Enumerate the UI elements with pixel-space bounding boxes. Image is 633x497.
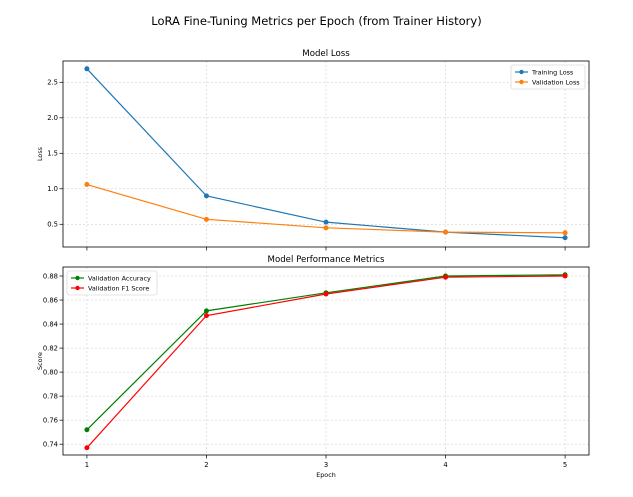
legend-marker	[75, 275, 80, 281]
x-axis-label: Epoch	[316, 471, 336, 479]
data-point	[203, 308, 209, 314]
y-tick-label: 2.5	[47, 79, 58, 87]
data-point	[203, 193, 209, 199]
chart-panel-2: 0.74 0.76 0.78 0.80 0.82 0.84 0.86 0.88 1 2 3 4 5 Mod…	[36, 255, 590, 479]
legend: Validation Accuracy Validation F1 Score	[66, 270, 158, 296]
chart-panel-1: 0.5 1.0 1.5 2.0 2.5 Model Loss Loss Training Lo…	[36, 49, 590, 251]
chart-panels: 0.5 1.0 1.5 2.0 2.5 Model Loss Loss Training Lo…	[36, 49, 590, 479]
legend-label: Validation F1 Score	[88, 284, 149, 292]
x-tick-label: 3	[324, 461, 328, 469]
legend-marker	[519, 69, 524, 75]
chart-title: Model Loss	[302, 49, 350, 59]
series-2	[84, 182, 568, 236]
data-point	[562, 235, 568, 241]
data-point	[84, 445, 90, 451]
data-point	[443, 229, 449, 235]
legend-label: Validation Accuracy	[88, 274, 151, 282]
series-2	[84, 273, 568, 451]
y-tick-label: 2.0	[47, 114, 58, 122]
y-tick-label: 1.5	[47, 150, 58, 158]
legend-frame	[66, 270, 158, 296]
legend-marker	[75, 285, 80, 291]
y-tick-label: 0.86	[43, 296, 58, 304]
legend: Training Loss Validation Loss	[510, 64, 586, 90]
data-point	[562, 273, 568, 279]
y-tick-label: 0.76	[43, 417, 58, 425]
y-tick-label: 0.5	[47, 221, 58, 229]
y-tick-label: 0.82	[43, 344, 58, 352]
x-tick-label: 1	[85, 461, 89, 469]
legend-label: Validation Loss	[532, 78, 580, 86]
data-point	[443, 274, 449, 280]
chart-title: Model Performance Metrics	[268, 255, 385, 265]
y-tick-label: 0.88	[43, 272, 58, 280]
x-tick-label: 5	[563, 461, 567, 469]
data-point	[203, 216, 209, 222]
y-tick-label: 0.84	[43, 320, 58, 328]
data-point	[84, 182, 90, 188]
y-tick-label: 0.74	[43, 441, 58, 449]
data-point	[203, 313, 209, 319]
legend-label: Training Loss	[531, 68, 574, 76]
x-tick-label: 2	[204, 461, 208, 469]
data-point	[562, 230, 568, 236]
y-tick-label: 0.80	[43, 369, 58, 377]
x-tick-label: 4	[443, 461, 447, 469]
y-tick-label: 1.0	[47, 185, 58, 193]
figure-title: LoRA Fine-Tuning Metrics per Epoch (from…	[151, 14, 481, 28]
series-line	[86, 275, 566, 449]
data-point	[84, 427, 90, 433]
y-axis-label: Loss	[36, 146, 44, 161]
legend-frame	[510, 64, 586, 90]
data-point	[84, 66, 90, 72]
y-tick-label: 0.78	[43, 393, 58, 401]
y-axis-label: Score	[36, 352, 44, 370]
legend-marker	[519, 79, 524, 85]
data-point	[323, 291, 329, 297]
data-point	[323, 225, 329, 231]
data-point	[323, 219, 329, 225]
